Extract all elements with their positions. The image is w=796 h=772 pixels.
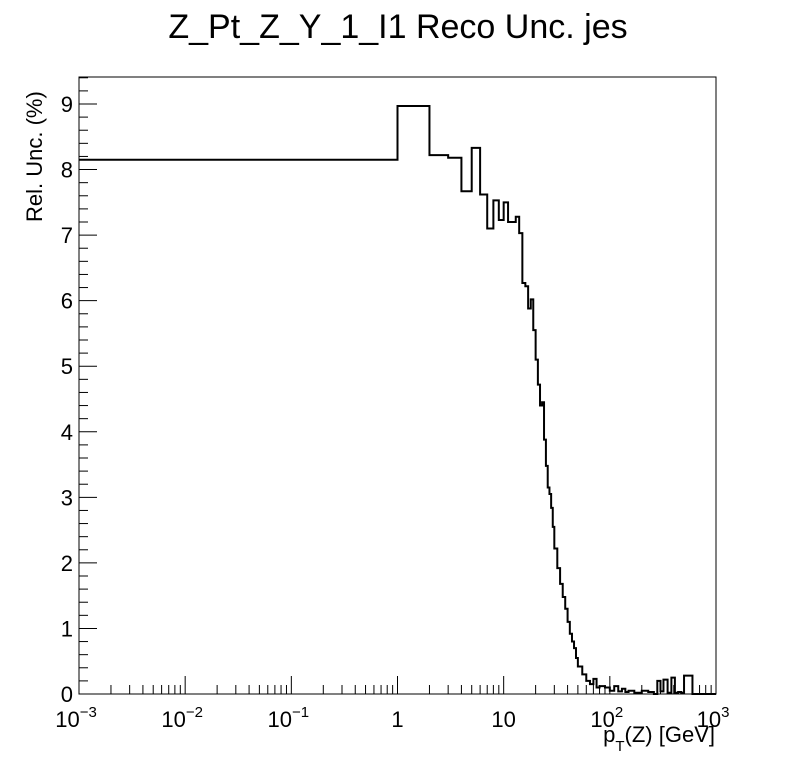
tick-labels: 0 1 2 3 4 5 6 7 8 9 10−3 10−2 10−1 1 10 102 103 — [55, 92, 729, 732]
axis-ticks — [78, 77, 717, 695]
y-tick-label: 2 — [61, 551, 73, 576]
x-tick-label: 102 — [590, 704, 623, 732]
histogram-series-line — [79, 104, 716, 695]
x-axis-title-subscript: T — [615, 738, 624, 755]
x-axis-title: pT(Z) [GeV] — [603, 722, 715, 755]
y-tick-label: 5 — [61, 354, 73, 379]
y-tick-label: 3 — [61, 485, 73, 510]
x-tick-label: 10−2 — [161, 704, 203, 732]
x-tick-label: 1 — [391, 707, 403, 732]
y-tick-label: 4 — [61, 420, 73, 445]
chart-title: Z_Pt_Z_Y_1_I1 Reco Unc. jes — [168, 8, 627, 46]
x-tick-label: 10 — [491, 707, 515, 732]
x-tick-label: 103 — [697, 704, 730, 732]
y-tick-label: 1 — [61, 616, 73, 641]
y-tick-label: 6 — [61, 289, 73, 314]
x-tick-label: 10−3 — [55, 704, 97, 732]
x-axis-title-main: p — [603, 722, 615, 747]
x-tick-label: 10−1 — [268, 704, 310, 732]
y-axis-title: Rel. Unc. (%) — [22, 91, 47, 222]
plot-frame — [78, 76, 717, 695]
y-tick-label: 7 — [61, 223, 73, 248]
y-tick-label: 8 — [61, 158, 73, 183]
y-tick-label: 9 — [61, 92, 73, 117]
x-axis-title-rest: (Z) [GeV] — [625, 722, 715, 747]
y-tick-label: 0 — [61, 682, 73, 707]
